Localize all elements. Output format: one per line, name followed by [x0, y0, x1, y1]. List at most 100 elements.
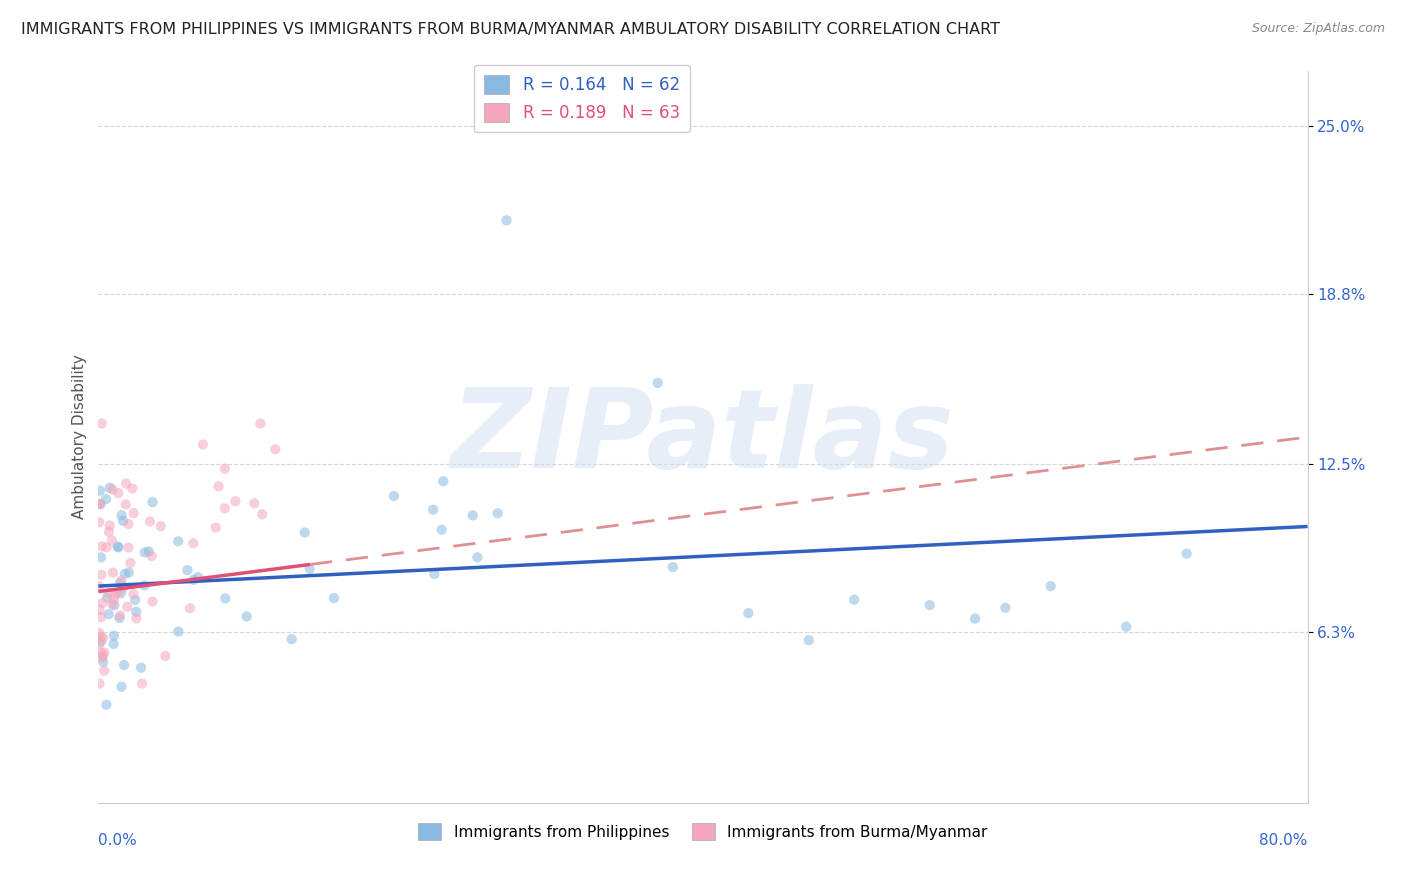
- Point: [114, 497, 136, 511]
- Point: [298, 562, 321, 576]
- Point: [207, 479, 229, 493]
- Point: [122, 587, 145, 601]
- Text: IMMIGRANTS FROM PHILIPPINES VS IMMIGRANTS FROM BURMA/MYANMAR AMBULATORY DISABILI: IMMIGRANTS FROM PHILIPPINES VS IMMIGRANT…: [21, 22, 1000, 37]
- Point: [1175, 547, 1198, 561]
- Point: [737, 606, 759, 620]
- Point: [91, 648, 114, 663]
- Point: [90, 634, 112, 648]
- Point: [131, 676, 153, 690]
- Point: [107, 585, 129, 599]
- Point: [252, 508, 274, 522]
- Point: [108, 608, 131, 623]
- Point: [98, 524, 121, 539]
- Text: 80.0%: 80.0%: [1260, 833, 1308, 848]
- Point: [94, 492, 117, 507]
- Point: [90, 630, 112, 644]
- Point: [430, 523, 453, 537]
- Legend: Immigrants from Philippines, Immigrants from Burma/Myanmar: Immigrants from Philippines, Immigrants …: [412, 816, 994, 847]
- Point: [89, 497, 111, 511]
- Point: [280, 632, 302, 647]
- Point: [461, 508, 484, 523]
- Point: [121, 482, 143, 496]
- Point: [89, 497, 111, 511]
- Point: [110, 680, 132, 694]
- Point: [89, 637, 111, 651]
- Point: [118, 566, 141, 580]
- Point: [93, 664, 115, 678]
- Point: [844, 592, 866, 607]
- Point: [122, 506, 145, 520]
- Point: [179, 601, 201, 615]
- Point: [141, 594, 163, 608]
- Point: [101, 533, 124, 548]
- Point: [117, 541, 139, 555]
- Point: [661, 560, 683, 574]
- Point: [204, 520, 226, 534]
- Point: [103, 629, 125, 643]
- Point: [125, 605, 148, 619]
- Point: [243, 496, 266, 510]
- Point: [994, 600, 1017, 615]
- Point: [214, 591, 236, 606]
- Point: [91, 655, 114, 669]
- Point: [323, 591, 346, 605]
- Point: [101, 566, 124, 580]
- Point: [918, 598, 941, 612]
- Point: [181, 536, 204, 550]
- Point: [108, 611, 131, 625]
- Point: [142, 495, 165, 509]
- Point: [120, 556, 142, 570]
- Point: [90, 497, 112, 511]
- Text: Source: ZipAtlas.com: Source: ZipAtlas.com: [1251, 22, 1385, 36]
- Point: [90, 567, 112, 582]
- Point: [98, 481, 121, 495]
- Point: [90, 417, 112, 431]
- Point: [134, 578, 156, 592]
- Point: [129, 661, 152, 675]
- Point: [486, 506, 509, 520]
- Point: [89, 625, 111, 640]
- Point: [141, 549, 163, 563]
- Text: ZIPatlas: ZIPatlas: [451, 384, 955, 491]
- Point: [90, 610, 112, 624]
- Point: [103, 637, 125, 651]
- Point: [112, 658, 135, 673]
- Point: [101, 597, 124, 611]
- Point: [183, 573, 205, 587]
- Point: [91, 596, 114, 610]
- Point: [93, 646, 115, 660]
- Point: [167, 624, 190, 639]
- Point: [138, 544, 160, 558]
- Point: [117, 516, 139, 531]
- Point: [224, 494, 246, 508]
- Point: [112, 581, 135, 595]
- Point: [249, 417, 271, 431]
- Point: [107, 541, 129, 555]
- Point: [423, 566, 446, 581]
- Point: [103, 592, 125, 607]
- Point: [1039, 579, 1062, 593]
- Point: [89, 579, 111, 593]
- Point: [96, 591, 118, 605]
- Y-axis label: Ambulatory Disability: Ambulatory Disability: [72, 355, 87, 519]
- Point: [382, 489, 405, 503]
- Point: [90, 650, 112, 665]
- Point: [176, 563, 198, 577]
- Point: [98, 518, 121, 533]
- Point: [96, 698, 118, 712]
- Point: [90, 646, 112, 660]
- Point: [110, 586, 132, 600]
- Point: [96, 541, 118, 555]
- Point: [101, 483, 124, 497]
- Point: [125, 611, 148, 625]
- Point: [647, 376, 669, 390]
- Point: [264, 442, 287, 457]
- Point: [115, 476, 138, 491]
- Point: [97, 607, 120, 622]
- Point: [465, 550, 488, 565]
- Point: [89, 516, 111, 530]
- Point: [155, 648, 177, 663]
- Point: [495, 213, 517, 227]
- Point: [191, 437, 214, 451]
- Point: [149, 519, 172, 533]
